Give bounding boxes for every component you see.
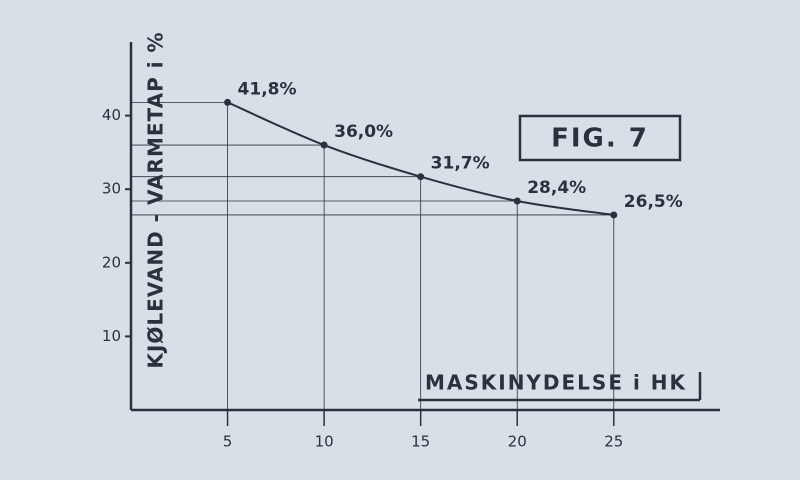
x-tick-label: 20: [508, 433, 527, 451]
x-tick-label: 5: [223, 433, 233, 451]
value-label: 41,8%: [238, 79, 297, 99]
y-axis-label: KJØLEVAND - VARMETAP i %: [144, 31, 168, 368]
point: [320, 141, 328, 149]
y-tick-label: 40: [102, 106, 121, 124]
title-box: [518, 114, 682, 162]
x-axis-label: MASKINYDELSE i HK: [425, 371, 687, 395]
point: [224, 98, 232, 106]
value-label: 36,0%: [334, 122, 393, 142]
point: [417, 173, 425, 181]
point: [610, 211, 618, 219]
value-label: 28,4%: [527, 178, 586, 198]
y-tick-label: 30: [102, 180, 121, 198]
x-tick-label: 15: [411, 433, 430, 451]
chart-title: FIG. 7: [551, 124, 649, 154]
y-tick-label: 20: [102, 253, 121, 271]
x-tick-label: 10: [315, 433, 334, 451]
point: [513, 197, 521, 205]
value-label: 31,7%: [431, 154, 490, 174]
y-tick-label: 10: [102, 327, 121, 345]
x-tick-label: 25: [604, 433, 623, 451]
value-label: 26,5%: [624, 192, 683, 212]
